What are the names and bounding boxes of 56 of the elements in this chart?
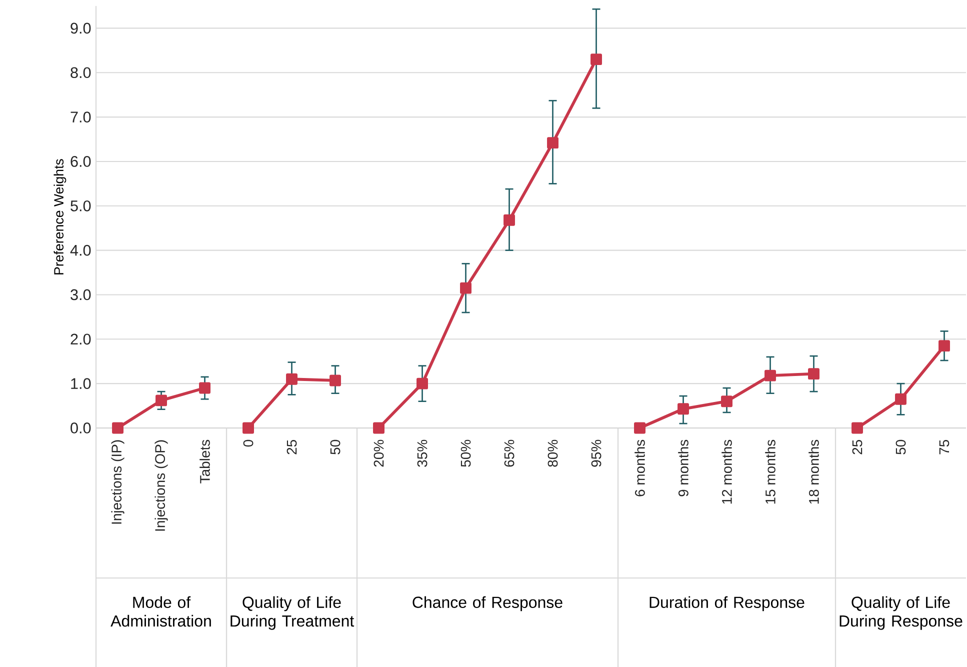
text: Mode of Administration: [110, 596, 211, 627]
x-tick-label: 50: [896, 440, 906, 454]
y-tick-label: 4.0: [70, 244, 91, 256]
x-tick-label: 65%: [504, 440, 514, 467]
x-tick-label: 25: [286, 440, 297, 454]
point: [852, 422, 863, 434]
y-tick-label: 1.0: [71, 378, 91, 389]
point: [808, 368, 820, 380]
x-tick-label: 15 months: [765, 440, 776, 504]
point: [460, 282, 472, 294]
x-tick-label: 18 months: [808, 440, 819, 504]
point: [895, 393, 906, 405]
x-tick-label: 0: [243, 440, 254, 447]
point: [286, 373, 298, 385]
x-tick-label: 9 months: [678, 440, 688, 496]
point: [373, 422, 384, 434]
y-tick-label: 6.0: [70, 156, 91, 167]
y-axis-title: Preference Weights: [54, 159, 66, 274]
text: Quality of Life During Treatment: [230, 596, 354, 630]
x-tick-label: Injections (OP): [154, 440, 168, 531]
point: [504, 214, 515, 226]
point: [242, 422, 254, 434]
y-tick-label: 5.0: [70, 200, 91, 212]
y-tick-label: 2.0: [70, 334, 91, 345]
point: [678, 403, 689, 415]
x-tick-label: 20%: [374, 440, 384, 467]
x-tick-label: Injections (IP): [111, 440, 124, 524]
y-tick-label: 0.0: [70, 422, 91, 434]
text: Quality of Life During Response: [840, 596, 962, 630]
x-tick-label: 50%: [460, 440, 471, 467]
x-tick-label: 95%: [591, 440, 602, 467]
point: [112, 422, 124, 434]
x-tick-label: 80%: [548, 440, 558, 467]
x-tick-label: 12 months: [722, 440, 732, 504]
x-tick-label: 6 months: [634, 440, 645, 496]
point: [938, 340, 950, 352]
y-tick-label: 3.0: [70, 289, 91, 300]
y-tick-label: 9.0: [70, 22, 91, 34]
y-tick-label: 8.0: [70, 67, 91, 78]
x-tick-label: 25: [852, 440, 862, 454]
point: [199, 382, 210, 394]
point: [634, 422, 646, 434]
point: [721, 396, 732, 408]
x-tick-label: 35%: [417, 440, 428, 467]
x-tick-label: 75: [939, 440, 950, 454]
point: [330, 374, 341, 386]
y-tick-label: 7.0: [70, 112, 91, 122]
point: [547, 137, 558, 149]
point: [156, 394, 167, 406]
text: Duration of Response: [650, 596, 804, 612]
text: Chance of Response: [412, 596, 562, 612]
x-tick-label: 50: [330, 440, 340, 454]
x-tick-label: Tablets: [200, 440, 210, 484]
point: [590, 54, 602, 66]
point: [764, 370, 776, 382]
point: [416, 378, 428, 390]
